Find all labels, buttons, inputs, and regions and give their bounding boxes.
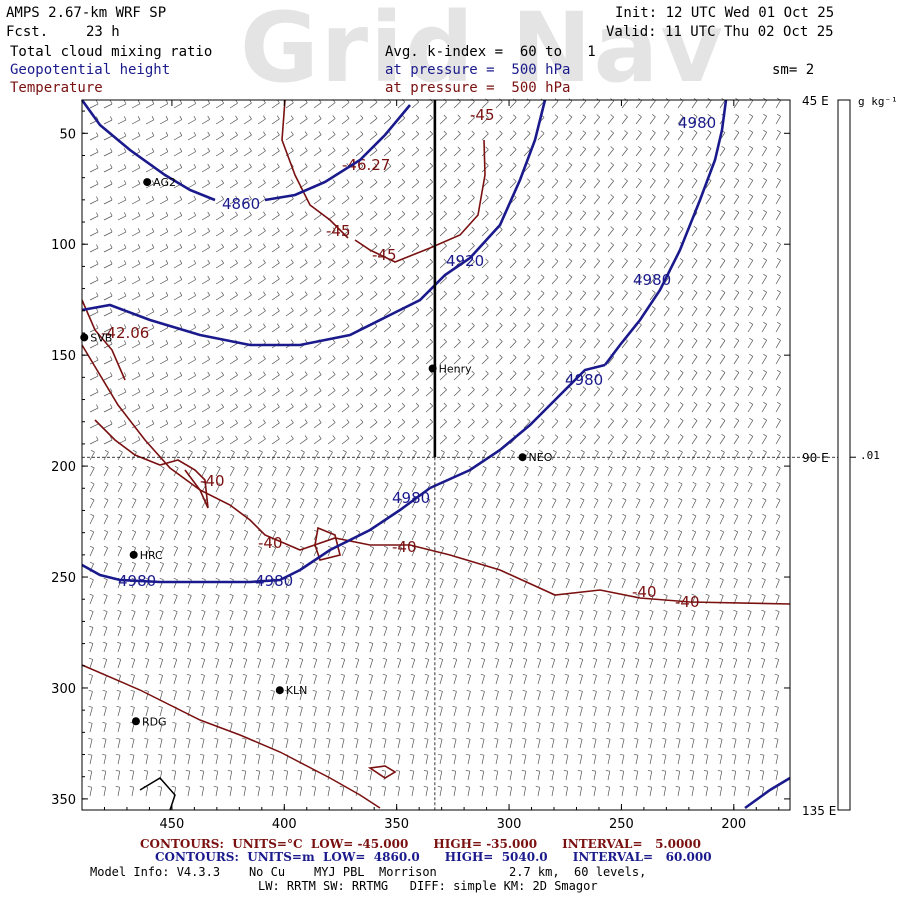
temperature-label: -40 bbox=[675, 593, 700, 611]
colorbar-box bbox=[837, 99, 851, 811]
coastline bbox=[81, 664, 381, 811]
station-label: NEO bbox=[529, 451, 553, 464]
stations: AG2 SVB Henry NEO HRC KLN RDG bbox=[80, 176, 553, 728]
station-dot bbox=[275, 686, 284, 695]
pressure-temperature: at pressure = 500 hPa bbox=[385, 80, 571, 96]
footer-physics: LW: RRTM SW: RRTMG DIFF: simple KM: 2D S… bbox=[258, 879, 598, 893]
station-dot bbox=[428, 364, 437, 373]
y-tick-label: 100 bbox=[51, 238, 76, 253]
y-tick-label: 50 bbox=[59, 127, 76, 142]
station-dot bbox=[143, 178, 152, 187]
height-contour-line bbox=[81, 99, 547, 347]
temperature-label: -45 bbox=[326, 222, 351, 240]
longitude-label: 45 E bbox=[802, 94, 829, 108]
height-label: 4980 bbox=[565, 371, 603, 389]
height-contour-line bbox=[264, 104, 411, 202]
smoothing: sm= 2 bbox=[772, 62, 815, 78]
height-label: 4980 bbox=[678, 114, 716, 132]
temperature-contour-line bbox=[314, 526, 341, 561]
field-shaded-label: Total cloud mixing ratio bbox=[10, 44, 213, 60]
temperature-contours: -45 -45 -45 -40 -40 -40 -40 -40 -46.27 -42.06 bbox=[81, 99, 791, 779]
temperature-contour-line bbox=[81, 299, 126, 381]
x-tick-label: 300 bbox=[497, 817, 522, 832]
station-label: HRC bbox=[140, 549, 163, 562]
height-contour-line bbox=[80, 99, 216, 202]
height-contours: 4860 4920 4980 4980 4980 4980 4980 4980 bbox=[80, 99, 791, 810]
colorbar-tick: .01 bbox=[860, 449, 880, 462]
height-contour-line bbox=[744, 776, 791, 810]
station-label: Henry bbox=[439, 362, 473, 375]
axes: 50 100 150 200 250 300 350 450 400 350 300 250 200 45… bbox=[51, 94, 836, 832]
temperature-label: -40 bbox=[200, 472, 225, 490]
y-tick-label: 200 bbox=[51, 460, 76, 475]
temperature-extremum-label: -42.06 bbox=[101, 324, 149, 342]
y-tick-label: 350 bbox=[51, 793, 76, 808]
longitude-label: 135 E bbox=[802, 804, 836, 818]
temperature-label: -40 bbox=[392, 538, 417, 556]
watermark: Grid Nav bbox=[240, 0, 725, 104]
coastline-inset bbox=[139, 777, 176, 811]
footer-height-contours: CONTOURS: UNITS=m LOW= 4860.0 HIGH= 5040… bbox=[155, 850, 712, 864]
y-tick-label: 300 bbox=[51, 682, 76, 697]
footer-temperature-contours: CONTOURS: UNITS=°C LOW= -45.000 HIGH= -3… bbox=[140, 837, 702, 851]
station-label: AG2 bbox=[153, 176, 176, 189]
model-title: AMPS 2.67-km WRF SP bbox=[6, 5, 167, 21]
x-tick-label: 250 bbox=[609, 817, 634, 832]
y-tick-label: 250 bbox=[51, 571, 76, 586]
height-label: 4920 bbox=[446, 252, 484, 270]
height-label: 4980 bbox=[392, 489, 430, 507]
height-label: 4980 bbox=[118, 572, 156, 590]
init-time: Init: 12 UTC Wed 01 Oct 25 bbox=[615, 5, 835, 21]
colorbar bbox=[837, 99, 856, 811]
station-dot bbox=[80, 333, 89, 342]
reference-lines bbox=[82, 100, 850, 810]
station-dot bbox=[518, 453, 527, 462]
x-tick-label: 350 bbox=[384, 817, 409, 832]
height-label: 4860 bbox=[222, 195, 260, 213]
avg-k-index: Avg. k-index = 60 to 1 bbox=[385, 44, 596, 60]
footer-model-info: Model Info: V4.3.3 No Cu MYJ PBL Morriso… bbox=[90, 865, 647, 879]
station-label: KLN bbox=[286, 684, 308, 697]
temperature-contour-line bbox=[281, 99, 349, 239]
field-height-label: Geopotential height bbox=[10, 62, 171, 78]
temperature-label: -40 bbox=[632, 583, 657, 601]
height-label: 4980 bbox=[255, 572, 293, 590]
plot-border bbox=[81, 99, 791, 811]
wind-barbs bbox=[87, 97, 781, 797]
height-contour-line bbox=[603, 99, 728, 366]
temperature-contour-line bbox=[367, 765, 397, 779]
coastline-path bbox=[81, 664, 381, 809]
valid-time: Valid: 11 UTC Thu 02 Oct 25 bbox=[606, 24, 834, 40]
pressure-height: at pressure = 500 hPa bbox=[385, 62, 571, 78]
plot-frame bbox=[81, 99, 791, 811]
colorbar-units: g kg⁻¹ bbox=[858, 95, 898, 108]
temperature-contour-line bbox=[81, 344, 791, 605]
height-contour-line bbox=[429, 363, 606, 490]
temperature-extremum-label: -46.27 bbox=[342, 156, 390, 174]
temperature-contour-line bbox=[354, 139, 486, 263]
height-contour-line bbox=[81, 563, 301, 584]
wind-barb-field bbox=[87, 97, 781, 797]
x-tick-label: 450 bbox=[159, 817, 184, 832]
temperature-label: -45 bbox=[470, 106, 495, 124]
x-tick-label: 200 bbox=[721, 817, 746, 832]
station-dot bbox=[131, 717, 140, 726]
height-contour-line bbox=[299, 486, 431, 572]
height-label: 4980 bbox=[633, 271, 671, 289]
station-label: SVB bbox=[90, 331, 112, 344]
station-dot bbox=[129, 550, 138, 559]
longitude-label: 90 E bbox=[802, 451, 829, 465]
forecast-label: Fcst. bbox=[6, 24, 49, 40]
temperature-contour-line bbox=[94, 419, 209, 509]
station-label: RDG bbox=[142, 715, 167, 728]
field-temperature-label: Temperature bbox=[10, 80, 103, 96]
temperature-label: -40 bbox=[258, 534, 283, 552]
forecast-value: 23 h bbox=[86, 24, 120, 40]
x-tick-label: 400 bbox=[272, 817, 297, 832]
temperature-label: -45 bbox=[372, 246, 397, 264]
y-tick-label: 150 bbox=[51, 349, 76, 364]
